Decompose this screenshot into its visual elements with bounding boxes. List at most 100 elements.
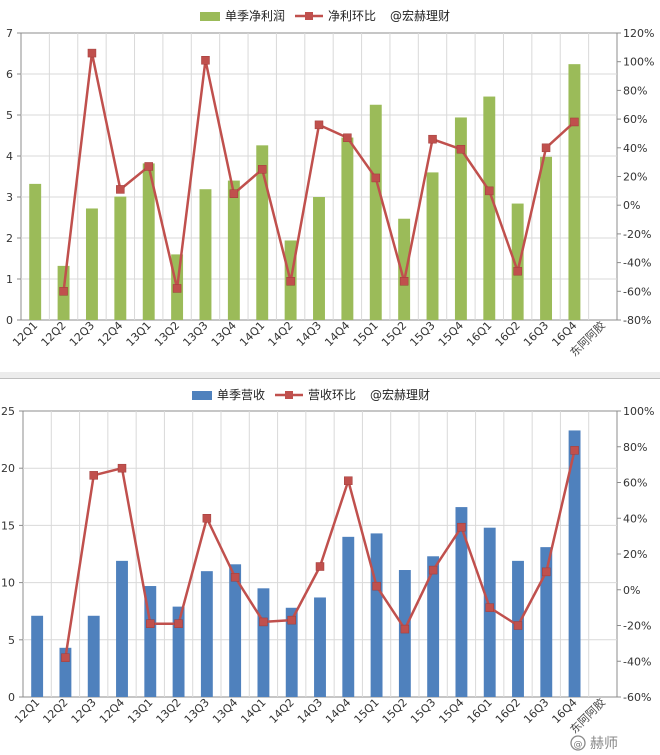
x-tick-label: 14Q2 [266,319,296,349]
y2-tick-label: 60% [623,477,647,490]
bar-12Q4 [114,196,127,320]
line-point-16Q2 [513,266,522,276]
line-point-16Q1 [485,186,494,196]
y2-tick-label: 40% [623,512,647,525]
legend-swatch-bar [192,391,212,400]
y2-tick-label: 20% [623,548,647,561]
bar-13Q1 [142,163,155,320]
line-point-13Q2 [172,284,182,293]
y-tick-label: 2 [6,232,13,245]
legend-credit: @宏赫理财 [370,387,430,402]
x-tick-label: 12Q1 [10,319,40,349]
line-point-13Q1 [144,162,153,171]
line-point-14Q1 [259,617,268,627]
net-profit-chart: 0 1 2 3 4 5 6 7 -80% -60% -40% -20% 0% 20% 40% 60% 80% 10… [6,8,654,359]
line-point-13Q1 [146,619,155,628]
bar-12Q1 [29,183,42,320]
bar-13Q3 [199,189,212,320]
x-tick-label: 13Q3 [182,696,212,726]
x-tick-label: 12Q4 [97,696,127,726]
x-tick-label: 15Q3 [408,696,438,726]
line-point-15Q1 [371,173,381,183]
line-point-14Q3 [314,120,324,130]
revenue-chart-panel: 0 5 10 15 20 25 -60% -40% -20% 0% 20% 40% 60% 80% 100%… [0,378,660,755]
bar-15Q3 [426,172,439,320]
y-tick-label: 4 [6,150,13,163]
y-tick-label: 20 [1,462,15,475]
bar-12Q3 [85,208,98,320]
bar-15Q4 [454,117,467,321]
x-tick-label: 16Q2 [493,319,523,349]
bar-13Q2 [172,606,185,697]
bar-14Q3 [313,197,325,320]
bar-13Q4 [227,180,240,320]
y-tick-label: 0 [6,314,13,327]
bar-15Q1 [370,533,383,697]
line-point-16Q2 [513,621,523,630]
watermark: @ 赫师 [570,735,618,752]
legend-swatch-marker [305,12,313,20]
x-tick-label: 14Q4 [322,319,352,349]
line-point-14Q2 [286,277,295,286]
legend-label-bar: 单季营收 [217,388,265,402]
y2-tick-label: -60% [623,691,651,704]
legend-swatch-bar [200,12,220,21]
legend: 单季净利润 净利环比 @宏赫理财 [200,8,450,23]
x-tick-label: 16Q3 [521,696,551,726]
y2-tick-label: 0% [623,199,640,212]
legend-credit: @宏赫理财 [390,8,450,23]
y2-tick-label: 40% [623,142,647,155]
x-tick-label: 14Q3 [295,696,325,726]
y-tick-label: 15 [1,519,15,532]
bar-13Q3 [200,571,213,697]
legend: 单季营收 营收环比 @宏赫理财 [192,387,430,402]
line-point-15Q4 [457,522,466,532]
bar-13Q1 [144,586,157,697]
x-tick-label: 16Q1 [465,696,495,726]
bar-14Q1 [256,145,269,320]
line-point-14Q4 [343,133,352,143]
y2-tick-label: 100% [623,56,654,69]
line-point-15Q4 [456,144,466,154]
y-tick-label: 5 [8,634,15,647]
line-point-16Q4 [570,117,579,127]
bar-15Q3 [427,556,440,697]
y2-tick-label: 100% [623,405,654,418]
x-tick-label: 13Q2 [154,696,184,726]
y2-tick-label: -20% [623,620,651,633]
y-tick-label: 7 [6,27,13,40]
line-point-13Q2 [174,619,183,628]
y2-tick-label: -40% [623,257,651,270]
x-tick-label: 12Q4 [95,319,125,349]
x-tick-label: 13Q3 [180,319,210,349]
y2-tick-label: -80% [623,314,651,327]
x-tick-label: 16Q3 [521,319,551,349]
legend-label-line: 净利环比 [328,9,376,23]
line-point-13Q4 [229,189,239,198]
x-tick-label: 15Q3 [407,319,437,349]
x-tick-label: 14Q1 [238,696,268,726]
line-point-16Q3 [541,143,551,153]
bar-12Q1 [31,615,44,697]
watermark-text: 赫师 [590,736,618,752]
y-tick-label: 3 [6,191,13,204]
bar-12Q3 [87,615,100,697]
y2-tick-label: 120% [623,27,654,40]
line-point-12Q2 [59,287,68,296]
x-tick-label: 15Q1 [352,696,382,726]
line-point-15Q3 [428,565,438,575]
watermark-logo-icon [570,735,586,751]
x-tick-label: 13Q1 [124,319,154,349]
line-point-15Q3 [428,134,437,144]
line-point-12Q2 [61,653,70,662]
line-point-15Q2 [399,277,409,286]
bar-14Q3 [314,597,326,697]
x-tick-label: 14Q4 [323,696,353,726]
line-point-13Q3 [201,56,210,65]
line-point-12Q4 [117,463,127,473]
x-tick-label: 15Q2 [379,319,409,349]
x-tick-label: 12Q3 [69,696,99,726]
bar-14Q2 [285,607,298,697]
x-tick-label: 14Q3 [294,319,324,349]
bar-13Q4 [229,564,242,697]
